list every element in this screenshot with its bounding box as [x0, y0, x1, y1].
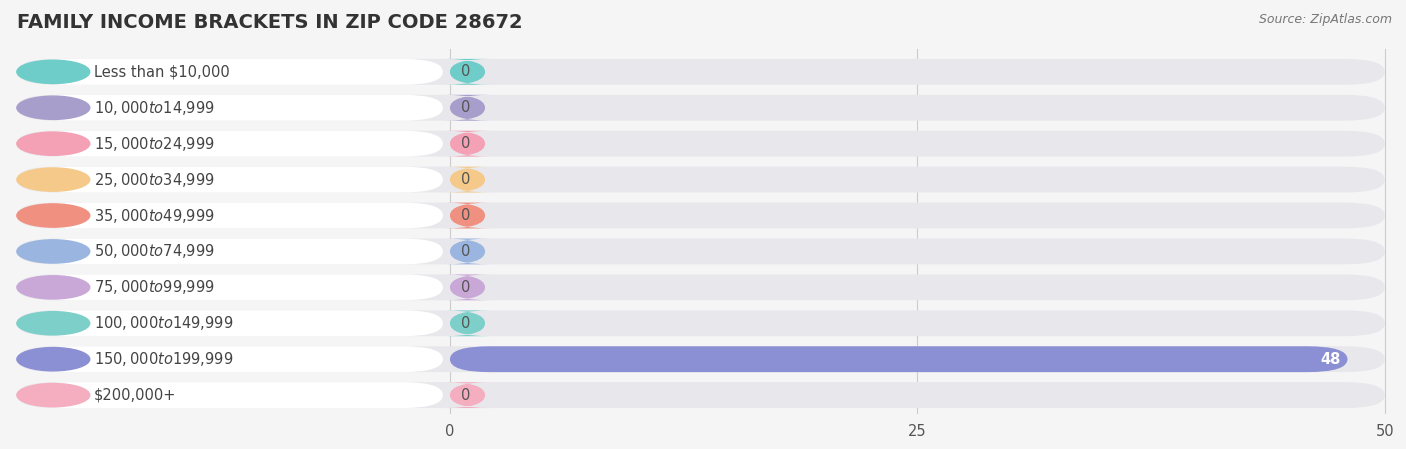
Text: $15,000 to $24,999: $15,000 to $24,999: [94, 135, 215, 153]
FancyBboxPatch shape: [444, 274, 491, 300]
FancyBboxPatch shape: [17, 95, 1385, 121]
Text: $35,000 to $49,999: $35,000 to $49,999: [94, 207, 215, 224]
FancyBboxPatch shape: [30, 131, 443, 157]
Text: Less than $10,000: Less than $10,000: [94, 64, 229, 79]
Text: $200,000+: $200,000+: [94, 387, 176, 403]
FancyBboxPatch shape: [17, 131, 1385, 157]
FancyBboxPatch shape: [444, 167, 491, 193]
Text: Source: ZipAtlas.com: Source: ZipAtlas.com: [1258, 13, 1392, 26]
Text: 0: 0: [461, 136, 471, 151]
FancyBboxPatch shape: [30, 310, 443, 336]
Text: 25: 25: [908, 424, 927, 439]
Text: 0: 0: [461, 280, 471, 295]
Text: FAMILY INCOME BRACKETS IN ZIP CODE 28672: FAMILY INCOME BRACKETS IN ZIP CODE 28672: [17, 13, 523, 32]
FancyBboxPatch shape: [17, 59, 1385, 85]
FancyBboxPatch shape: [17, 382, 1385, 408]
Text: 0: 0: [461, 316, 471, 331]
FancyBboxPatch shape: [444, 59, 491, 85]
Text: $50,000 to $74,999: $50,000 to $74,999: [94, 242, 215, 260]
Circle shape: [17, 96, 90, 119]
Text: 0: 0: [461, 387, 471, 403]
FancyBboxPatch shape: [30, 59, 443, 85]
FancyBboxPatch shape: [30, 238, 443, 264]
Text: 0: 0: [446, 424, 454, 439]
FancyBboxPatch shape: [30, 202, 443, 229]
FancyBboxPatch shape: [17, 346, 1385, 372]
Text: 50: 50: [1375, 424, 1395, 439]
Text: 0: 0: [461, 244, 471, 259]
FancyBboxPatch shape: [444, 310, 491, 336]
Text: 0: 0: [461, 64, 471, 79]
Circle shape: [17, 383, 90, 407]
FancyBboxPatch shape: [30, 274, 443, 300]
Circle shape: [17, 60, 90, 84]
Text: 48: 48: [1320, 352, 1340, 367]
FancyBboxPatch shape: [444, 202, 491, 229]
FancyBboxPatch shape: [17, 202, 1385, 229]
FancyBboxPatch shape: [17, 167, 1385, 193]
FancyBboxPatch shape: [444, 95, 491, 121]
FancyBboxPatch shape: [30, 346, 443, 372]
Circle shape: [17, 348, 90, 371]
FancyBboxPatch shape: [30, 95, 443, 121]
FancyBboxPatch shape: [17, 310, 1385, 336]
FancyBboxPatch shape: [450, 346, 1347, 372]
FancyBboxPatch shape: [444, 382, 491, 408]
FancyBboxPatch shape: [17, 238, 1385, 264]
Text: $75,000 to $99,999: $75,000 to $99,999: [94, 278, 215, 296]
Circle shape: [17, 204, 90, 227]
FancyBboxPatch shape: [30, 382, 443, 408]
Text: 0: 0: [461, 172, 471, 187]
Text: $100,000 to $149,999: $100,000 to $149,999: [94, 314, 233, 332]
Circle shape: [17, 240, 90, 263]
FancyBboxPatch shape: [444, 238, 491, 264]
Text: 0: 0: [461, 208, 471, 223]
FancyBboxPatch shape: [444, 131, 491, 157]
Text: $150,000 to $199,999: $150,000 to $199,999: [94, 350, 233, 368]
Circle shape: [17, 168, 90, 191]
Text: 0: 0: [461, 100, 471, 115]
Text: $10,000 to $14,999: $10,000 to $14,999: [94, 99, 215, 117]
Circle shape: [17, 312, 90, 335]
Circle shape: [17, 132, 90, 155]
FancyBboxPatch shape: [30, 167, 443, 193]
Circle shape: [17, 276, 90, 299]
Text: $25,000 to $34,999: $25,000 to $34,999: [94, 171, 215, 189]
FancyBboxPatch shape: [17, 274, 1385, 300]
